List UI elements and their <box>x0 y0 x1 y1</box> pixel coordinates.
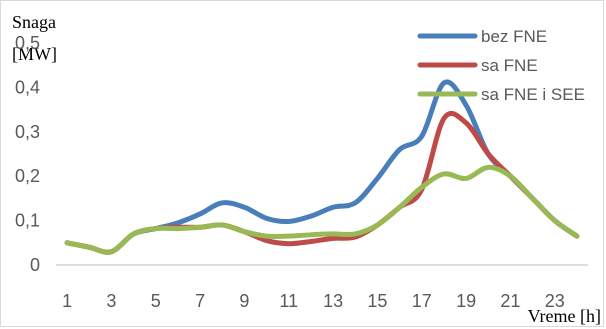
x-axis-title: Vreme [h] <box>528 306 601 326</box>
x-tick-label: 13 <box>323 291 343 311</box>
x-tick-label: 7 <box>195 291 205 311</box>
series-lines <box>64 79 580 255</box>
y-tick-labels: 0 0,1 0,2 0,3 0,4 0,5 <box>15 33 40 275</box>
legend-label: sa FNE i SEE <box>481 85 585 104</box>
series-line-3 <box>64 164 580 255</box>
x-tick-label: 3 <box>106 291 116 311</box>
x-tick-labels: 1 3 5 7 9 11 13 15 17 19 21 23 <box>62 291 565 311</box>
x-tick-label: 17 <box>412 291 432 311</box>
x-tick-label: 11 <box>279 291 298 311</box>
x-tick-label: 1 <box>62 291 72 311</box>
y-axis-title-line1: Snaga <box>12 12 56 32</box>
y-tick-label: 0,1 <box>15 211 40 231</box>
x-tick-label: 19 <box>456 291 476 311</box>
y-tick-label: 0,4 <box>15 77 40 97</box>
y-tick-label: 0,3 <box>15 122 40 142</box>
x-tick-label: 5 <box>151 291 161 311</box>
y-tick-label: 0 <box>30 255 40 275</box>
x-tick-label: 23 <box>545 291 565 311</box>
x-tick-label: 15 <box>367 291 387 311</box>
x-tick-label: 9 <box>239 291 249 311</box>
legend-label: bez FNE <box>481 27 547 46</box>
legend: bez FNE sa FNE sa FNE i SEE <box>417 27 585 104</box>
y-axis-title-line2: [MW] <box>12 44 57 64</box>
y-tick-label: 0,5 <box>15 33 40 53</box>
x-tick-label: 21 <box>500 291 520 311</box>
y-tick-label: 0,2 <box>15 166 40 186</box>
legend-label: sa FNE <box>481 56 538 75</box>
